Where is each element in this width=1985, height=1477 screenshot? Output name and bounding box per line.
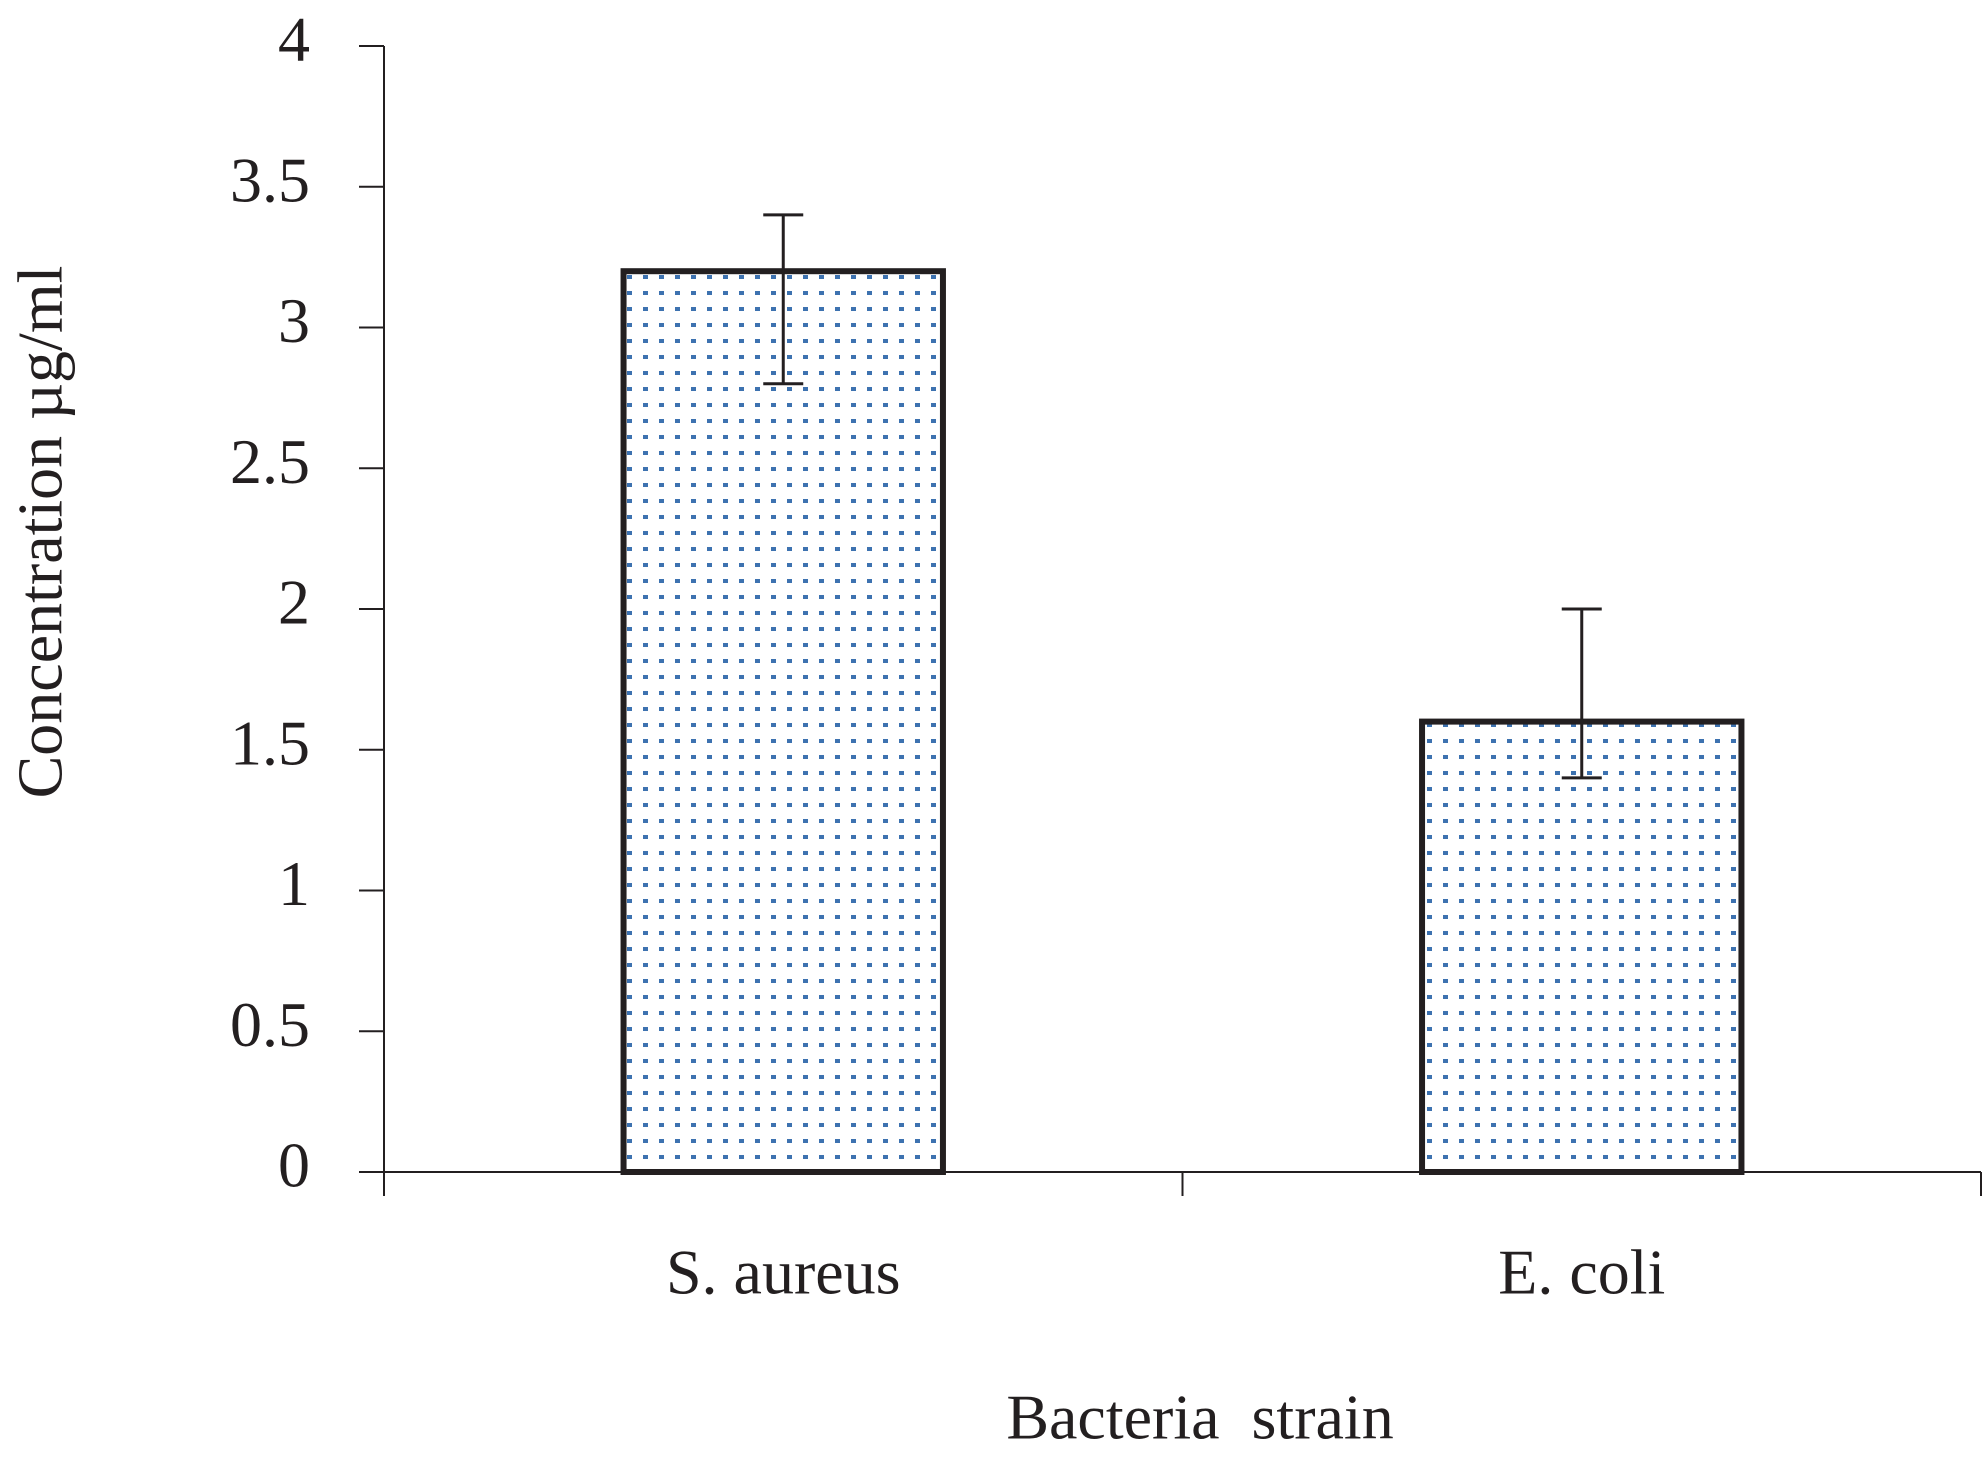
x-axis-title: Bacteria strain <box>1006 1382 1393 1453</box>
x-tick-label: S. aureus <box>666 1237 901 1308</box>
y-tick-label: 2 <box>278 567 310 638</box>
y-tick-label: 0 <box>278 1130 310 1201</box>
bar <box>1419 718 1745 1175</box>
y-tick-label: 3.5 <box>230 144 310 215</box>
bar <box>620 268 946 1175</box>
y-tick-label: 3 <box>278 285 310 356</box>
x-tick-label: E. coli <box>1498 1237 1665 1308</box>
y-tick-label: 2.5 <box>230 426 310 497</box>
y-tick-label: 1.5 <box>230 707 310 778</box>
y-axis-title: Concentration µg/ml <box>5 266 76 799</box>
error-bar <box>1561 607 1602 780</box>
error-bar <box>763 213 804 386</box>
y-tick-label: 4 <box>278 4 310 75</box>
y-tick-label: 0.5 <box>230 989 310 1060</box>
y-tick-label: 1 <box>278 848 310 919</box>
